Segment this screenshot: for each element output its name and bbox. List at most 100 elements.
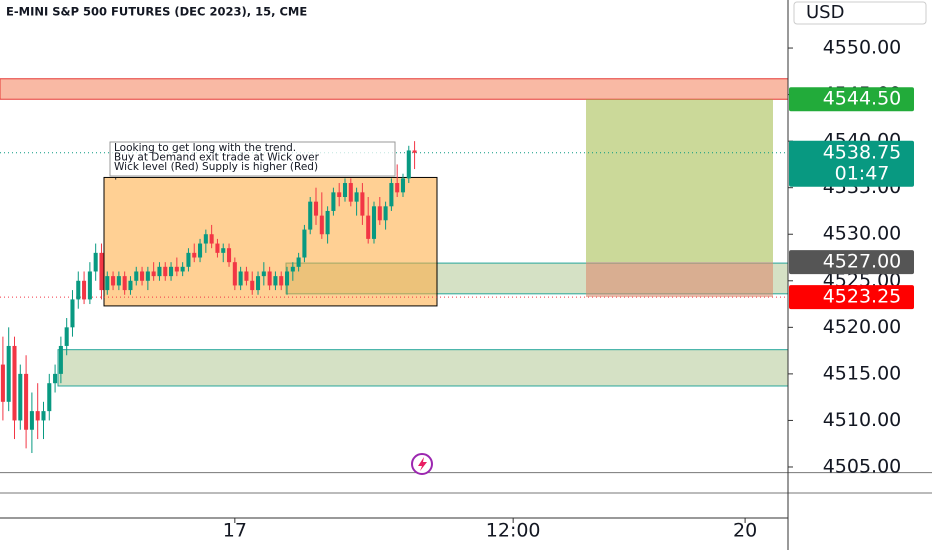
y-tick-label: 4550.00 <box>823 37 902 59</box>
candle-body <box>360 192 365 216</box>
candle-body <box>111 276 116 286</box>
candle-body <box>99 252 104 291</box>
candle-body <box>76 280 81 300</box>
price-label <box>789 250 914 275</box>
candle-body <box>284 271 290 286</box>
candle-body <box>209 234 214 244</box>
candle-body <box>116 276 121 286</box>
candle-body <box>354 192 359 202</box>
range-box <box>103 176 438 307</box>
candle-body <box>24 373 29 430</box>
candle-body <box>348 183 353 202</box>
candle-body <box>35 411 40 421</box>
candle-body <box>29 411 34 430</box>
candle-body <box>82 280 87 300</box>
candle-body <box>395 183 400 193</box>
currency: USD <box>806 2 844 23</box>
candle-body <box>221 248 226 253</box>
candle-body <box>308 201 313 230</box>
candle-body <box>134 271 139 281</box>
candle-body <box>366 215 371 239</box>
candle-body <box>198 243 203 258</box>
candle-body <box>151 271 156 277</box>
candle-body <box>87 271 92 300</box>
candle-body <box>192 252 197 258</box>
y-tick-label: 4505.00 <box>823 455 902 477</box>
candle-body <box>122 276 127 291</box>
price-label <box>789 140 914 187</box>
candle-body <box>331 192 336 211</box>
candle-body <box>232 262 237 286</box>
candle-body <box>296 257 301 267</box>
candle-body <box>412 150 417 153</box>
position-stop <box>586 262 773 298</box>
candle-body <box>371 206 377 239</box>
candle-body <box>93 252 98 272</box>
position-profit <box>586 99 773 263</box>
candle-body <box>47 383 52 412</box>
candle-body <box>227 248 232 263</box>
candle-body <box>273 276 278 286</box>
candle-body <box>186 252 191 267</box>
candle-body <box>53 373 58 384</box>
y-tick-label: 4530.00 <box>823 223 902 245</box>
candle-body <box>140 271 145 281</box>
candle-body <box>180 266 185 272</box>
price-label-text: 4527.00 <box>823 251 902 273</box>
candle-body <box>58 345 63 374</box>
alert-icon[interactable] <box>411 453 433 475</box>
candle-body <box>0 364 5 402</box>
price-label-text: 4544.50 <box>823 88 902 110</box>
candle-body <box>342 183 348 197</box>
candle-body <box>105 276 110 291</box>
candle-body <box>290 266 295 272</box>
y-tick-label: 4510.00 <box>823 409 902 431</box>
candle-body <box>157 266 162 277</box>
candle-body <box>261 271 266 277</box>
candle-body <box>255 276 261 291</box>
x-tick-label: 12:00 <box>486 520 541 542</box>
price-label <box>789 285 914 310</box>
annotation: Looking to get long with the trend.Buy a… <box>109 141 396 183</box>
candle-body <box>319 215 324 235</box>
candle-body <box>203 234 208 244</box>
countdown: 01:47 <box>835 162 890 184</box>
annotation-box <box>109 141 396 177</box>
candle-body <box>377 206 382 221</box>
annotation-text: Looking to get long with the trend. <box>114 142 296 154</box>
demand-zone <box>57 349 789 387</box>
candle-body <box>400 178 406 193</box>
chart-title: E-MINI S&P 500 FUTURES (DEC 2023), 15, C… <box>6 5 307 19</box>
price-label-text: 4538.75 <box>823 141 902 163</box>
candle-body <box>279 276 284 286</box>
candle-body <box>215 243 220 253</box>
candle-body <box>70 299 75 328</box>
candle-body <box>238 271 243 286</box>
candle-body <box>169 266 174 277</box>
supply-zone <box>0 78 789 100</box>
candle-body <box>6 345 11 402</box>
candle-body <box>163 266 168 277</box>
candle-body <box>250 280 255 291</box>
x-tick-label: 20 <box>733 520 757 542</box>
currency-box[interactable] <box>793 1 927 25</box>
candle-body <box>12 345 17 421</box>
candle-body <box>337 192 342 197</box>
candle-body <box>313 201 319 216</box>
candle-body <box>128 280 133 291</box>
annotation-text: Buy at Demand exit trade at Wick over <box>114 152 320 164</box>
price-label <box>789 87 914 112</box>
candle-body <box>64 327 69 346</box>
annotation-text: Wick level (Red) Supply is higher (Red) <box>114 161 318 173</box>
price-label-text: 4523.25 <box>823 286 902 308</box>
candle-body <box>325 210 330 235</box>
candle-body <box>389 183 394 207</box>
candle-body <box>267 271 272 286</box>
candle-body <box>406 150 411 179</box>
candle-body <box>145 271 150 281</box>
candle-body <box>302 229 307 258</box>
annotation-text: . <box>114 171 117 183</box>
candle-body <box>174 266 179 272</box>
candle-body <box>41 411 46 421</box>
